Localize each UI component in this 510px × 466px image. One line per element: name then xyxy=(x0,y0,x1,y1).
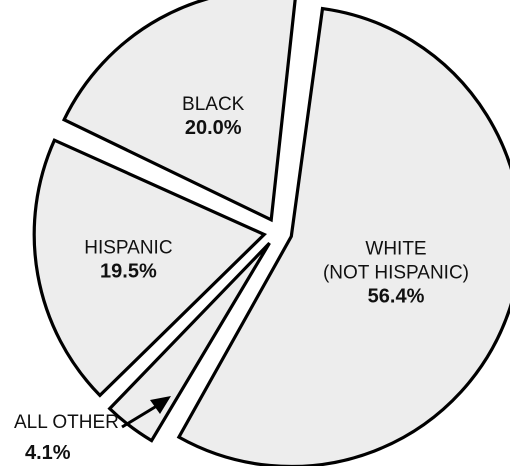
all-other-callout-arrow-shaft xyxy=(121,402,161,429)
pie-slice-white-not-hispanic xyxy=(176,6,510,466)
all-other-callout-label: ALL OTHER xyxy=(14,412,119,433)
all-other-callout: ALL OTHER 4.1% xyxy=(14,396,171,464)
all-other-callout-value: 4.1% xyxy=(25,442,71,464)
all-other-callout-arrow-head xyxy=(150,396,171,414)
pie-label-white-not-hispanic-name-1: WHITE xyxy=(365,239,426,260)
pie-label-black-name-1: BLACK xyxy=(182,94,245,115)
pie-label-hispanic-name-1: HISPANIC xyxy=(84,238,172,259)
pie-label-white-not-hispanic-name-2: (NOT HISPANIC) xyxy=(323,263,469,284)
pie-slice-all-other xyxy=(107,241,271,443)
pie-slice-hispanic xyxy=(32,138,267,398)
pie-label-hispanic-value: 19.5% xyxy=(100,261,157,283)
pie-slice-black xyxy=(61,0,297,223)
pie-label-black-value: 20.0% xyxy=(185,117,242,139)
pie-slices xyxy=(32,0,510,466)
pie-label-white-not-hispanic-value: 56.4% xyxy=(368,286,425,308)
